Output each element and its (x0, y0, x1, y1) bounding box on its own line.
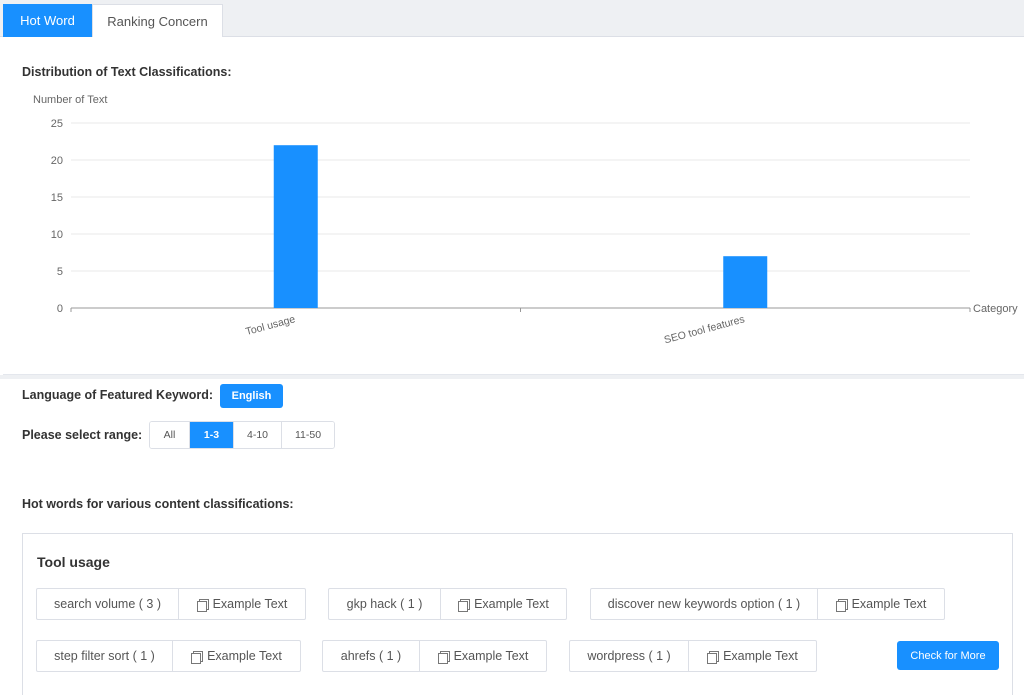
example-text-label: Example Text (212, 597, 288, 611)
keyword-chip: search volume ( 3 ) Example Text (36, 588, 306, 620)
range-option-all[interactable]: All (150, 422, 189, 448)
example-text-button[interactable]: Example Text (817, 589, 944, 619)
y-tick-label: 10 (51, 229, 63, 241)
range-option-1-3[interactable]: 1-3 (189, 422, 233, 448)
keyword-label[interactable]: ahrefs ( 1 ) (340, 649, 402, 663)
copy-icon (707, 650, 720, 664)
y-tick-label: 5 (57, 266, 63, 278)
keyword-label[interactable]: discover new keywords option ( 1 ) (607, 597, 801, 611)
copy-icon (835, 598, 848, 612)
copy-icon (191, 650, 204, 664)
language-label: Language of Featured Keyword: (22, 388, 213, 402)
check-for-more-button[interactable]: Check for More (897, 641, 999, 670)
copy-icon (458, 598, 471, 612)
y-tick-label: 0 (57, 303, 63, 315)
example-text-label: Example Text (723, 649, 798, 663)
range-option-4-10[interactable]: 4-10 (233, 422, 281, 448)
keyword-chip: ahrefs ( 1 ) Example Text (322, 640, 547, 672)
y-tick-label: 20 (51, 155, 63, 167)
x-tick-label: Tool usage (244, 313, 296, 338)
keyword-label[interactable]: gkp hack ( 1 ) (346, 597, 423, 611)
keyword-label[interactable]: search volume ( 3 ) (54, 597, 161, 611)
example-text-button[interactable]: Example Text (178, 589, 305, 619)
keyword-chip: step filter sort ( 1 ) Example Text (36, 640, 301, 672)
example-text-button[interactable]: Example Text (172, 641, 300, 671)
range-selector: All 1-3 4-10 11-50 (149, 421, 335, 449)
chart-section-title: Distribution of Text Classifications: (22, 65, 232, 79)
x-axis-label: Category (973, 303, 1018, 315)
example-text-button[interactable]: Example Text (419, 641, 546, 671)
chart-panel: Distribution of Text Classifications: Nu… (3, 37, 1024, 375)
keyword-chip: discover new keywords option ( 1 ) Examp… (590, 588, 945, 620)
y-tick-label: 15 (51, 192, 63, 204)
example-text-label: Example Text (474, 597, 549, 611)
keyword-label[interactable]: step filter sort ( 1 ) (54, 649, 155, 663)
copy-icon (196, 598, 209, 612)
section-divider (0, 375, 1024, 379)
example-text-label: Example Text (851, 597, 927, 611)
example-text-label: Example Text (453, 649, 529, 663)
classification-title: Tool usage (37, 554, 110, 570)
tab-ranking-concern[interactable]: Ranking Concern (92, 4, 223, 37)
classification-bar-chart: Number of Text 0 5 10 15 20 25 Tool usage SEO to… (33, 94, 1018, 346)
hot-words-title: Hot words for various content classifica… (22, 497, 294, 511)
example-text-label: Example Text (207, 649, 282, 663)
example-text-button[interactable]: Example Text (440, 589, 566, 619)
tab-hot-word[interactable]: Hot Word (3, 4, 92, 37)
copy-icon (437, 650, 450, 664)
range-label: Please select range: (22, 428, 143, 442)
x-tick-label: SEO tool features (663, 313, 746, 346)
keyword-chip: wordpress ( 1 ) Example Text (569, 640, 817, 672)
keyword-label[interactable]: wordpress ( 1 ) (587, 649, 671, 663)
y-tick-label: 25 (51, 118, 63, 130)
bar (273, 145, 318, 308)
bar (723, 256, 768, 308)
keyword-chip: gkp hack ( 1 ) Example Text (328, 588, 567, 620)
y-axis-label: Number of Text (33, 94, 107, 106)
language-english-button[interactable]: English (220, 384, 283, 408)
range-option-11-50[interactable]: 11-50 (281, 422, 334, 448)
example-text-button[interactable]: Example Text (688, 641, 816, 671)
tab-bar: Hot Word Ranking Concern (0, 0, 1024, 37)
